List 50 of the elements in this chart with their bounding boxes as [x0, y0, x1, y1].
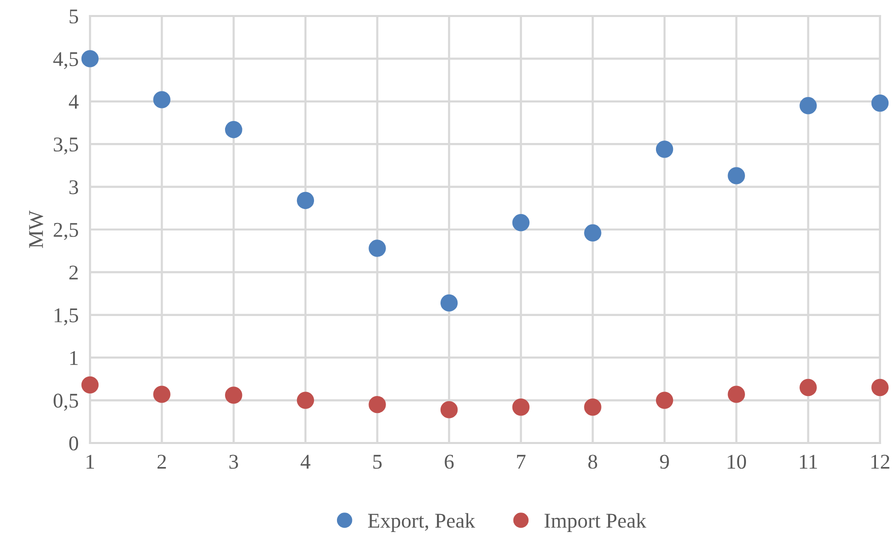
y-tick-label: 4,5 — [53, 52, 78, 70]
point — [440, 294, 458, 312]
legend-label: Import Peak — [544, 513, 646, 532]
y-tick-label: 4 — [68, 94, 79, 109]
point — [153, 91, 170, 108]
y-tick-label: 1 — [70, 351, 78, 365]
point — [368, 396, 386, 414]
x-tick-label: 8 — [588, 454, 598, 469]
y-tick-label: 1,5 — [54, 308, 78, 326]
y-tick-label: 3,5 — [54, 138, 78, 155]
y-tick-label: 0,5 — [54, 394, 78, 411]
legend-label: Export, Peak — [368, 513, 476, 532]
y-tick-label: 5 — [70, 10, 78, 24]
x-tick-label: 9 — [660, 454, 669, 469]
point — [225, 386, 242, 404]
x-tick-label: 12 — [871, 454, 890, 469]
point — [296, 192, 314, 210]
point — [296, 392, 314, 409]
point — [584, 224, 602, 242]
point — [81, 50, 99, 68]
x-tick-label: 2 — [158, 454, 166, 469]
point — [728, 386, 745, 403]
point — [584, 398, 602, 416]
point — [728, 167, 745, 184]
y-tick-label: 2,5 — [54, 222, 78, 240]
point — [368, 240, 386, 257]
y-tick-label: 3 — [69, 180, 78, 194]
x-tick-label: 11 — [800, 454, 817, 469]
y-axis-title: MW — [29, 210, 44, 248]
y-tick-label: 2 — [69, 266, 78, 280]
point — [225, 120, 242, 138]
point — [81, 376, 99, 394]
x-tick-label: 7 — [517, 454, 526, 469]
point — [656, 392, 674, 409]
x-tick-label: 4 — [300, 454, 310, 469]
x-tick-label: 10 — [728, 454, 746, 469]
point — [800, 378, 817, 396]
point — [800, 97, 817, 114]
x-tick-label: 5 — [373, 454, 382, 469]
x-tick-label: 3 — [229, 454, 238, 469]
point — [656, 140, 674, 158]
x-tick-label: 6 — [444, 454, 454, 469]
x-tick-label: 1 — [86, 454, 94, 469]
point — [440, 401, 458, 418]
point — [512, 214, 530, 232]
point — [153, 386, 170, 403]
point — [871, 378, 889, 396]
point — [512, 398, 530, 416]
y-tick-label: 0 — [69, 436, 78, 450]
point — [871, 94, 889, 112]
